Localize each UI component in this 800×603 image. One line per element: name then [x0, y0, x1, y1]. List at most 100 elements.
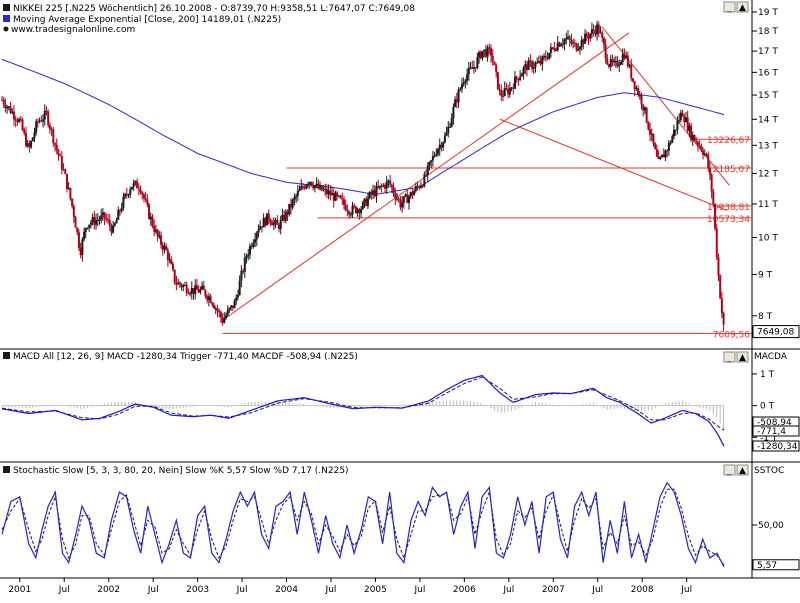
candle-body — [142, 194, 145, 199]
candle-body — [589, 33, 592, 39]
candle-body — [103, 212, 106, 219]
candle-body — [578, 47, 581, 50]
candle-body — [272, 222, 275, 226]
macd-minimize-button[interactable] — [723, 351, 736, 363]
candle-body — [418, 186, 421, 188]
candle-body — [662, 154, 665, 158]
candle-body — [201, 285, 204, 290]
candle-body — [267, 213, 270, 220]
candle-body — [45, 110, 48, 112]
candle-body — [171, 264, 174, 270]
candle-body — [65, 174, 68, 189]
candle-body — [129, 189, 132, 195]
candle-body — [659, 157, 662, 160]
candle-body — [259, 226, 262, 230]
candle-body — [399, 199, 402, 208]
candle-body — [435, 154, 438, 156]
x-tick-label: Jul — [413, 585, 425, 595]
candle-body — [243, 257, 246, 272]
candle-body — [698, 145, 701, 147]
candle-body — [62, 169, 65, 171]
candle-body — [474, 67, 477, 69]
x-tick-label: 2002 — [97, 585, 120, 595]
candle-body — [35, 121, 38, 133]
stoch-slow-k-line — [1, 481, 725, 568]
candle-body — [72, 206, 75, 218]
candle-body — [686, 117, 689, 131]
candle-body — [411, 192, 414, 196]
candle-body — [426, 165, 429, 176]
candle-body — [573, 42, 576, 44]
candle-body — [577, 49, 580, 51]
candle-body — [141, 192, 144, 195]
candle-body — [252, 242, 255, 247]
candle-body — [146, 199, 149, 205]
candle-body — [621, 54, 624, 63]
candle-body — [715, 228, 718, 258]
scroll-up-button[interactable] — [736, 1, 749, 13]
arrow-up-icon: ▲ — [739, 466, 746, 476]
candle-body — [551, 47, 554, 49]
candle-body — [406, 194, 409, 203]
candle-body — [320, 185, 323, 191]
level-label: 10938,81 — [707, 203, 750, 213]
candle-body — [722, 312, 725, 325]
candle-body — [327, 190, 330, 195]
candle-body — [645, 107, 648, 123]
candle-body — [313, 185, 316, 189]
candle-body — [301, 186, 304, 188]
candle-body — [673, 129, 676, 137]
candle-body — [394, 193, 397, 199]
candle-body — [549, 47, 552, 53]
macd-scroll-button[interactable] — [736, 351, 749, 363]
level-label: 13226,67 — [707, 136, 750, 146]
candle-body — [242, 270, 245, 272]
candle-body — [199, 289, 202, 293]
candle-body — [428, 161, 431, 166]
candle-body — [447, 126, 450, 134]
candle-body — [69, 187, 72, 199]
candle-body — [524, 64, 527, 68]
stoch-minimize-button[interactable] — [723, 464, 736, 476]
candle-body — [33, 132, 36, 138]
y-tick-label: 8 T — [758, 312, 773, 322]
candle-body — [312, 185, 315, 189]
candle-body — [120, 207, 123, 212]
candle-body — [262, 217, 265, 228]
candle-body — [360, 208, 363, 214]
candle-body — [537, 60, 540, 63]
candle-body — [631, 78, 634, 82]
candle-body — [472, 67, 475, 69]
stoch-scroll-button[interactable] — [736, 464, 749, 476]
candle-body — [308, 182, 311, 184]
candle-body — [319, 185, 322, 189]
candle-body — [298, 189, 301, 192]
candle-body — [416, 186, 419, 188]
candle-body — [466, 74, 469, 81]
candle-body — [707, 154, 710, 169]
candle-body — [565, 38, 568, 40]
candle-body — [161, 244, 164, 250]
candle-body — [356, 209, 359, 213]
minimize-button[interactable] — [723, 1, 736, 13]
candle-body — [11, 111, 14, 113]
candle-body — [390, 184, 393, 188]
candle-body — [676, 120, 679, 130]
candle-body — [148, 204, 151, 219]
candle-body — [684, 117, 687, 122]
candle-body — [423, 174, 426, 187]
panel-frames — [0, 0, 800, 579]
candle-body — [339, 195, 342, 199]
candle-body — [247, 254, 250, 257]
candle-body — [502, 95, 505, 97]
candle-body — [315, 183, 318, 186]
candle-body — [681, 112, 684, 117]
candle-body — [204, 290, 207, 297]
candle-body — [334, 192, 337, 201]
candle-body — [498, 89, 501, 91]
y-tick-label: 9 T — [758, 270, 773, 280]
candle-body — [450, 118, 453, 127]
candle-body — [231, 305, 234, 309]
candle-body — [650, 133, 653, 135]
y-tick-label: 19 T — [758, 8, 778, 18]
